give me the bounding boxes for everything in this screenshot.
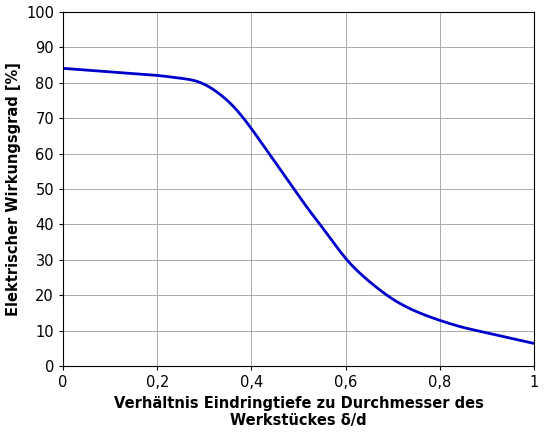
X-axis label: Verhältnis Eindringtiefe zu Durchmesser des
Werkstückes δ/d: Verhältnis Eindringtiefe zu Durchmesser … <box>114 396 484 428</box>
Y-axis label: Elektrischer Wirkungsgrad [%]: Elektrischer Wirkungsgrad [%] <box>5 62 21 316</box>
